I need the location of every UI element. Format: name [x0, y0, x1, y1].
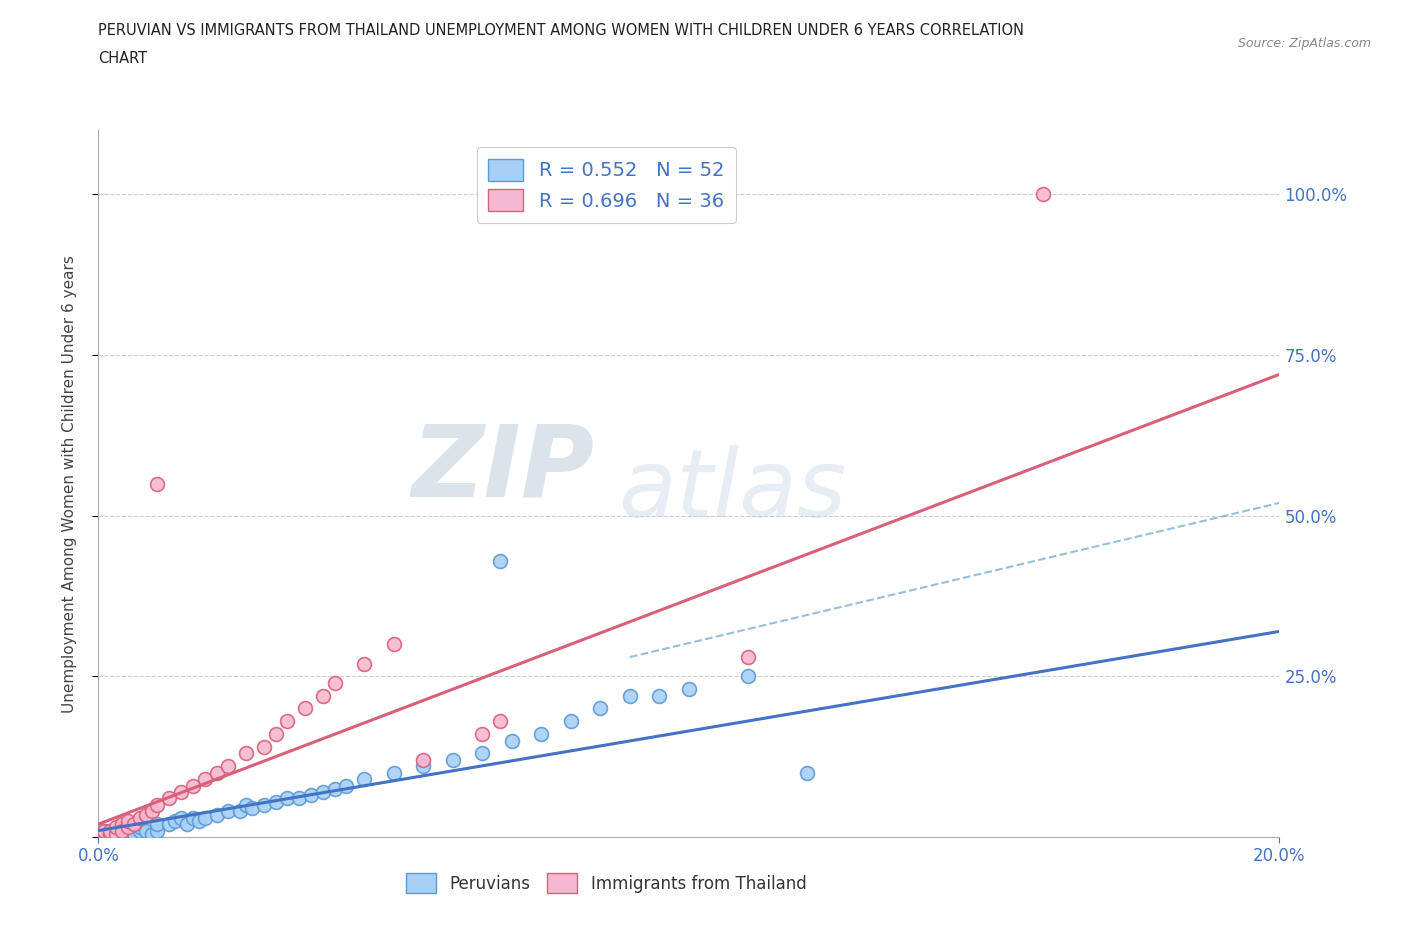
- Point: [441, 752, 464, 767]
- Point: [323, 675, 346, 690]
- Point: [312, 785, 335, 800]
- Point: [170, 810, 193, 825]
- Point: [264, 726, 287, 741]
- Point: [253, 739, 276, 754]
- Point: [240, 801, 263, 816]
- Text: ZIP: ZIP: [412, 421, 595, 518]
- Point: [205, 765, 228, 780]
- Point: [217, 759, 239, 774]
- Point: [105, 827, 128, 842]
- Point: [335, 778, 357, 793]
- Text: CHART: CHART: [98, 51, 148, 66]
- Point: [235, 746, 257, 761]
- Point: [93, 827, 115, 842]
- Point: [294, 701, 316, 716]
- Point: [98, 827, 121, 842]
- Point: [111, 823, 134, 838]
- Point: [619, 688, 641, 703]
- Point: [382, 765, 405, 780]
- Point: [135, 807, 157, 822]
- Point: [117, 820, 139, 835]
- Point: [141, 804, 163, 818]
- Point: [589, 701, 612, 716]
- Point: [382, 637, 405, 652]
- Point: [648, 688, 671, 703]
- Point: [1032, 187, 1054, 202]
- Point: [128, 820, 150, 835]
- Point: [128, 810, 150, 825]
- Point: [176, 817, 198, 831]
- Point: [93, 823, 115, 838]
- Text: PERUVIAN VS IMMIGRANTS FROM THAILAND UNEMPLOYMENT AMONG WOMEN WITH CHILDREN UNDE: PERUVIAN VS IMMIGRANTS FROM THAILAND UNE…: [98, 23, 1025, 38]
- Point: [229, 804, 252, 818]
- Point: [412, 759, 434, 774]
- Point: [299, 788, 322, 803]
- Point: [181, 778, 204, 793]
- Point: [181, 810, 204, 825]
- Point: [560, 714, 582, 729]
- Point: [135, 823, 157, 838]
- Point: [353, 656, 375, 671]
- Point: [111, 827, 134, 842]
- Point: [471, 746, 494, 761]
- Point: [323, 781, 346, 796]
- Point: [530, 726, 553, 741]
- Point: [165, 814, 187, 829]
- Point: [194, 772, 217, 787]
- Point: [157, 817, 180, 831]
- Point: [312, 688, 335, 703]
- Point: [235, 797, 257, 812]
- Point: [187, 814, 209, 829]
- Point: [489, 553, 512, 568]
- Point: [276, 791, 298, 806]
- Point: [93, 827, 115, 842]
- Point: [353, 772, 375, 787]
- Point: [98, 827, 121, 842]
- Point: [98, 830, 121, 844]
- Point: [471, 726, 494, 741]
- Point: [111, 823, 134, 838]
- Legend: Peruvians, Immigrants from Thailand: Peruvians, Immigrants from Thailand: [399, 867, 813, 899]
- Point: [737, 669, 759, 684]
- Point: [796, 765, 818, 780]
- Point: [105, 830, 128, 844]
- Point: [217, 804, 239, 818]
- Point: [105, 827, 128, 842]
- Point: [194, 810, 217, 825]
- Point: [737, 650, 759, 665]
- Point: [146, 823, 169, 838]
- Point: [489, 714, 512, 729]
- Point: [205, 807, 228, 822]
- Point: [117, 814, 139, 829]
- Text: atlas: atlas: [619, 445, 846, 537]
- Y-axis label: Unemployment Among Women with Children Under 6 years: Unemployment Among Women with Children U…: [62, 255, 77, 712]
- Point: [146, 476, 169, 491]
- Point: [117, 830, 139, 844]
- Point: [146, 817, 169, 831]
- Point: [264, 794, 287, 809]
- Point: [276, 714, 298, 729]
- Point: [288, 791, 311, 806]
- Point: [253, 797, 276, 812]
- Point: [157, 791, 180, 806]
- Point: [128, 823, 150, 838]
- Point: [146, 797, 169, 812]
- Point: [170, 785, 193, 800]
- Point: [501, 733, 523, 748]
- Point: [117, 823, 139, 838]
- Point: [122, 827, 145, 842]
- Point: [678, 682, 700, 697]
- Point: [105, 820, 128, 835]
- Point: [141, 827, 163, 842]
- Point: [122, 817, 145, 831]
- Point: [111, 817, 134, 831]
- Text: Source: ZipAtlas.com: Source: ZipAtlas.com: [1237, 37, 1371, 50]
- Point: [412, 752, 434, 767]
- Point: [98, 823, 121, 838]
- Point: [93, 823, 115, 838]
